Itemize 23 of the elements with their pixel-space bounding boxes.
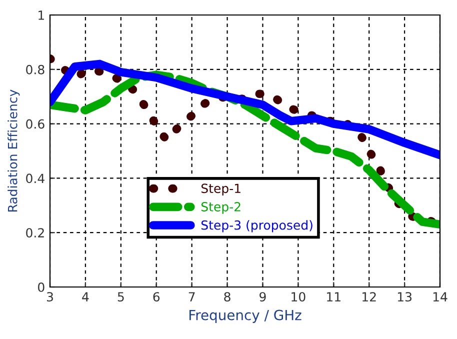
x-tick-label: 8 [224, 292, 230, 302]
y-tick-label: 1 [38, 10, 44, 20]
x-tick-label: 3 [46, 292, 53, 302]
y-tick-label: 0.6 [26, 119, 44, 129]
x-tick-label: 6 [153, 292, 160, 302]
y-tick-label: 0.2 [26, 228, 44, 238]
x-tick-label: 11 [327, 292, 340, 302]
x-tick-label: 14 [433, 292, 448, 302]
y-tick-label: 0 [38, 282, 44, 292]
legend-label: Step-1 [201, 184, 240, 196]
x-tick-label: 13 [398, 292, 412, 302]
y-axis-title: Radiation Efficiency [8, 90, 20, 212]
x-tick-label: 4 [82, 292, 89, 302]
legend-label: Step-2 [201, 202, 240, 214]
x-tick-label: 9 [260, 292, 266, 302]
y-tick-label: 0.8 [26, 64, 44, 74]
x-tick-label: 12 [362, 292, 376, 302]
y-tick-label: 0.4 [26, 174, 44, 184]
x-tick-label: 7 [188, 292, 195, 302]
x-tick-label: 5 [118, 292, 124, 302]
legend-label: Step-3 (proposed) [201, 220, 312, 232]
x-tick-label: 10 [292, 292, 306, 302]
x-axis-title: Frequency / GHz [189, 310, 302, 323]
